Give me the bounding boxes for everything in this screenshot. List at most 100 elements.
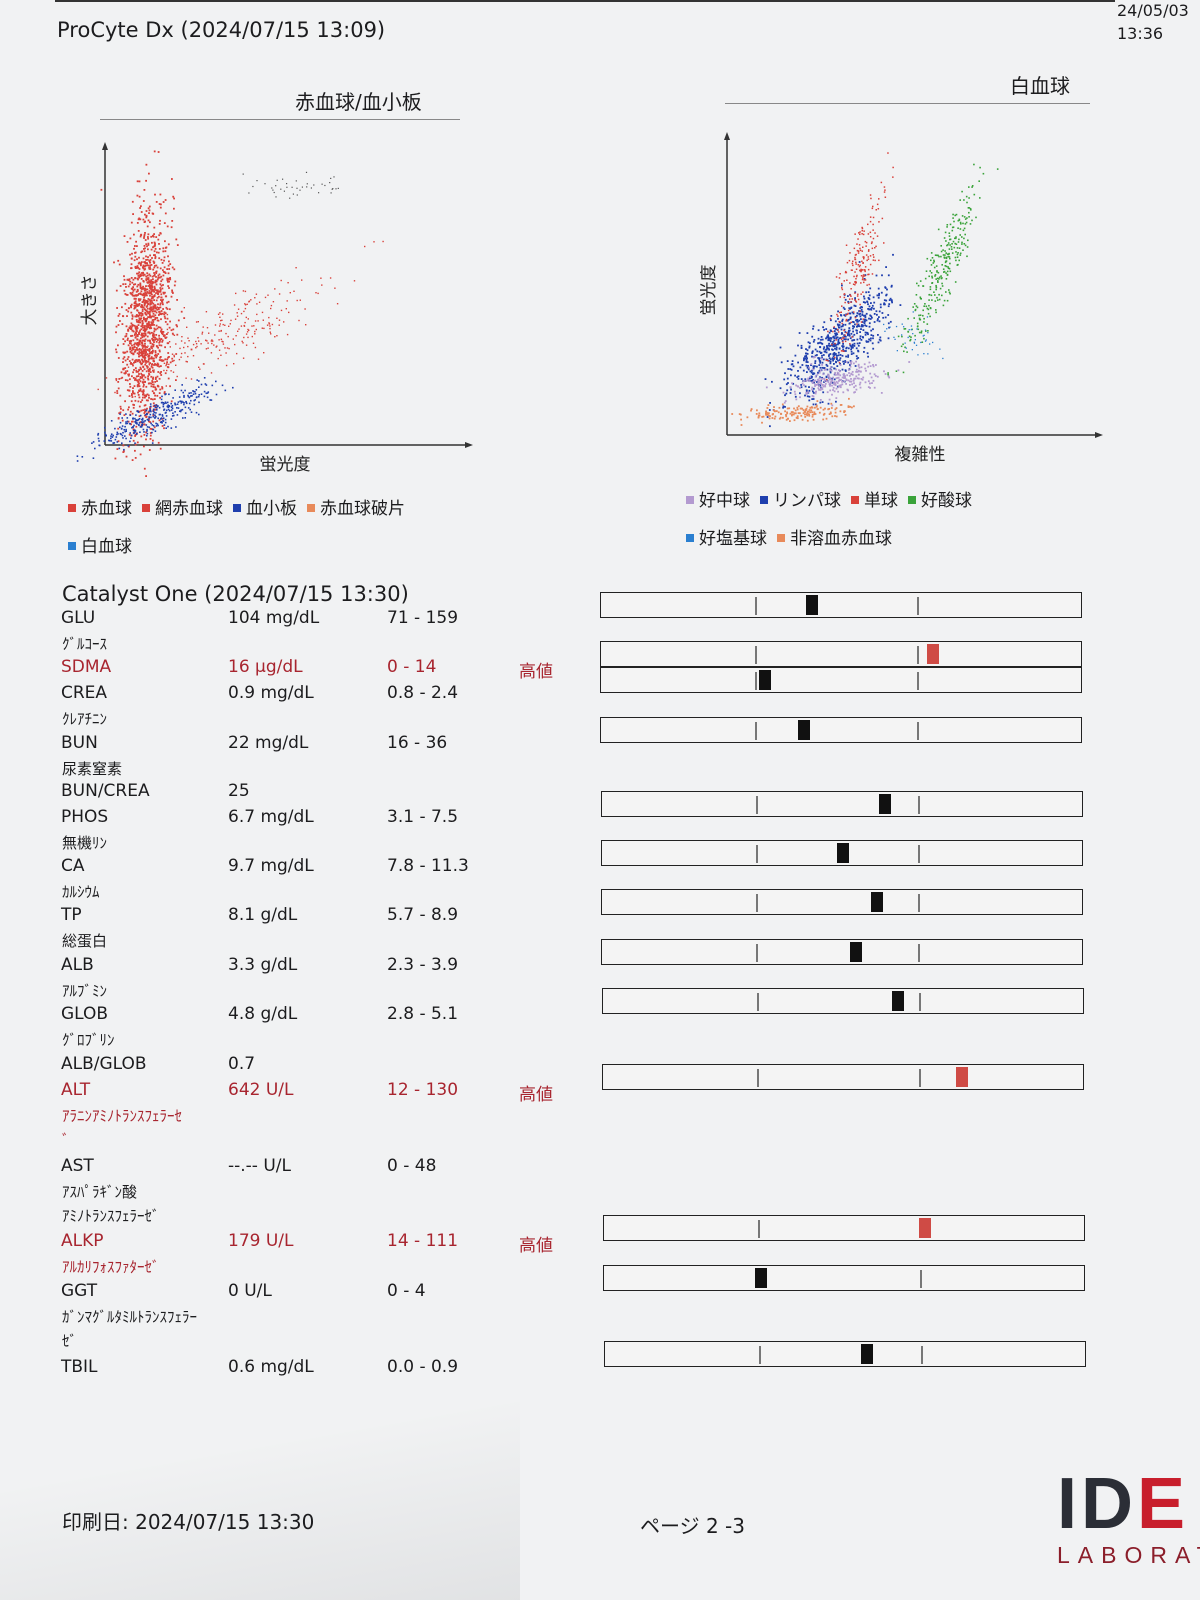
- lymphocyte-dot: [821, 354, 823, 357]
- monocyte-dot: [855, 300, 857, 302]
- reticulocyte-dot: [162, 360, 164, 362]
- rbc-dot: [149, 306, 152, 309]
- platelet-dot: [160, 417, 163, 419]
- eosinophil-dot: [946, 244, 948, 247]
- lymphocyte-dot: [853, 339, 856, 341]
- eosinophil-dot: [943, 237, 946, 239]
- neutrophil-dot: [824, 368, 827, 371]
- lymphocyte-dot: [811, 350, 814, 353]
- platelet-dot: [131, 426, 133, 429]
- rbc-dot: [144, 353, 147, 355]
- rbc-stray-dot: [276, 179, 278, 181]
- neutrophil-dot: [841, 380, 843, 383]
- rbc-dot: [152, 398, 154, 401]
- rbc-dot: [126, 339, 129, 341]
- lymphocyte-dot: [873, 307, 875, 310]
- rbc-dot: [144, 338, 147, 341]
- legend-label: 網赤血球: [155, 499, 223, 519]
- neutrophil-dot: [818, 377, 821, 380]
- nonlysed-rbc-dot: [805, 413, 808, 416]
- basophil-dot: [924, 329, 927, 331]
- basophil-dot: [910, 325, 913, 327]
- eosinophil-dot: [901, 335, 903, 338]
- reticulocyte-dot: [222, 341, 224, 343]
- rbc-dot: [143, 394, 146, 397]
- platelet-dot: [111, 436, 114, 438]
- rbc-dot: [144, 213, 146, 216]
- rbc-dot: [140, 288, 143, 290]
- rbc-dot: [145, 179, 147, 182]
- eosinophil-dot: [923, 305, 925, 307]
- eosinophil-dot: [922, 309, 924, 312]
- monocyte-dot: [855, 281, 857, 284]
- lymphocyte-dot: [807, 341, 810, 344]
- legend-swatch: [233, 504, 241, 512]
- platelet-dot: [146, 432, 149, 435]
- legend-label: 赤血球: [81, 499, 132, 519]
- nonlysed-rbc-dot: [817, 408, 819, 410]
- neutrophil-dot: [795, 398, 798, 401]
- legend-swatch: [851, 496, 859, 504]
- rbc-dot: [126, 379, 129, 382]
- reference-range-bar: [601, 840, 1083, 866]
- rbc-dot: [144, 293, 147, 296]
- eosinophil-dot: [935, 288, 937, 291]
- rbc-dot: [149, 221, 151, 224]
- lymphocyte-dot: [837, 340, 840, 343]
- rbc-dot: [145, 475, 147, 477]
- neutrophil-dot: [821, 388, 824, 391]
- rbc-dot: [134, 294, 137, 297]
- lymphocyte-dot: [843, 334, 846, 336]
- rbc-dot: [128, 406, 130, 409]
- rbc-dot: [163, 292, 165, 295]
- rbc-dot: [126, 350, 129, 353]
- platelet-dot: [196, 379, 198, 381]
- rbc-dot: [124, 335, 127, 338]
- monocyte-dot: [872, 237, 875, 240]
- eosinophil-dot: [948, 289, 950, 291]
- rbc-dot: [122, 283, 125, 286]
- neutrophil-dot: [843, 377, 845, 379]
- reticulocyte-dot: [299, 299, 301, 301]
- platelet-dot: [148, 410, 151, 412]
- rbc-dot: [133, 302, 136, 305]
- rbc-dot: [129, 327, 131, 330]
- neutrophil-dot: [839, 386, 842, 389]
- rbc-dot: [158, 243, 160, 245]
- platelet-dot: [117, 433, 119, 435]
- rbc-dot: [162, 250, 165, 253]
- rbc-dot: [147, 207, 150, 210]
- platelet-dot: [125, 422, 127, 425]
- rbc-dot: [157, 238, 160, 241]
- nonlysed-rbc-dot: [731, 413, 734, 415]
- lymphocyte-dot: [828, 342, 830, 345]
- platelet-dot: [198, 380, 200, 382]
- rbc-dot: [136, 309, 139, 312]
- reticulocyte-dot: [135, 361, 137, 363]
- eosinophil-dot: [934, 254, 937, 256]
- lymphocyte-dot: [800, 386, 803, 389]
- lymphocyte-dot: [816, 381, 818, 383]
- rbc-dot: [135, 315, 138, 318]
- rbc-dot: [116, 392, 119, 394]
- nonlysed-rbc-dot: [773, 417, 776, 420]
- rbc-dot: [127, 420, 130, 423]
- rbc-dot: [130, 339, 132, 342]
- nonlysed-rbc-dot: [835, 415, 838, 418]
- rbc-dot: [150, 315, 153, 318]
- lymphocyte-dot: [872, 347, 875, 350]
- rbc-dot: [157, 319, 160, 322]
- reticulocyte-dot: [241, 340, 243, 343]
- lymphocyte-dot: [782, 405, 785, 408]
- neutrophil-dot: [851, 383, 853, 386]
- rbc-dot: [130, 221, 133, 224]
- eosinophil-dot: [949, 257, 951, 260]
- rbc-dot: [152, 376, 155, 379]
- eosinophil-dot: [948, 267, 951, 270]
- legend-swatch: [68, 504, 76, 512]
- lymphocyte-dot: [858, 342, 861, 344]
- reticulocyte-dot: [222, 313, 224, 315]
- rbc-dot: [166, 277, 169, 280]
- eosinophil-dot: [954, 214, 956, 217]
- lymphocyte-dot: [769, 402, 771, 404]
